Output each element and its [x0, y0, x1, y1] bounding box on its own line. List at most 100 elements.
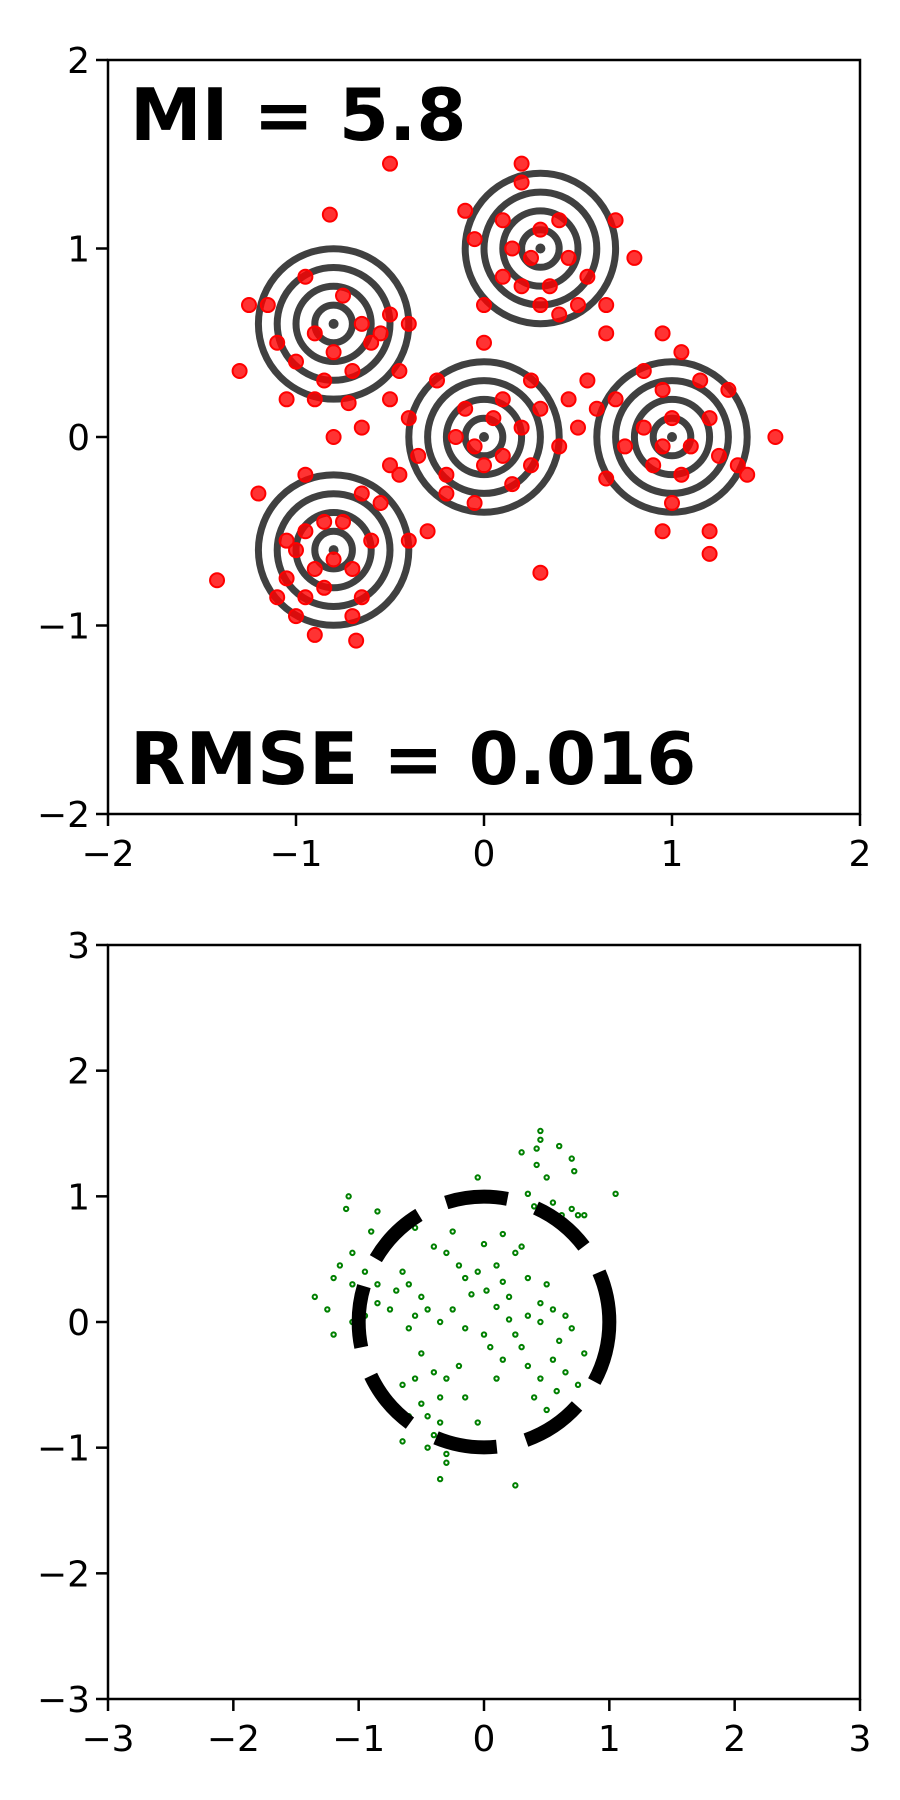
scatter-point	[729, 457, 746, 474]
scatter-point	[419, 523, 436, 540]
scatter-point	[391, 363, 408, 380]
rmse-annotation: RMSE = 0.016	[130, 717, 696, 801]
scatter-point	[505, 1316, 513, 1323]
scatter-point	[278, 391, 295, 408]
scatter-point	[382, 155, 398, 172]
scatter-point	[405, 1325, 412, 1332]
scatter-point	[424, 1306, 431, 1313]
scatter-point	[494, 268, 511, 285]
contour-center	[479, 432, 489, 442]
scatter-point	[581, 1350, 588, 1357]
scatter-point	[306, 560, 323, 577]
scatter-point	[480, 1240, 488, 1248]
scatter-point	[399, 1268, 406, 1275]
scatter-point	[410, 447, 427, 464]
contour-ring	[461, 414, 507, 460]
scatter-point	[476, 334, 492, 351]
scatter-point	[297, 466, 314, 483]
scatter-point	[562, 1369, 569, 1376]
density-contours	[254, 169, 751, 629]
x-tick-label: 2	[723, 1719, 746, 1760]
scatter-point	[504, 240, 521, 257]
scatter-point	[297, 589, 314, 606]
scatter-point	[523, 249, 539, 266]
scatter-point	[673, 344, 690, 361]
scatter-point	[466, 438, 483, 455]
scatter-point	[494, 447, 511, 464]
scatter-point	[487, 1343, 494, 1351]
scatter-point	[335, 287, 351, 304]
scatter-point	[607, 212, 624, 229]
scatter-point	[537, 1127, 544, 1135]
scatter-point	[549, 1306, 557, 1313]
scatter-point	[645, 457, 662, 474]
scatter-point	[405, 1281, 412, 1288]
red-sample-points	[209, 155, 784, 649]
scatter-point	[344, 363, 361, 380]
x-tick-label: −3	[81, 1719, 134, 1760]
scatter-point	[209, 572, 226, 589]
scatter-point	[556, 1142, 563, 1150]
scatter-point	[321, 206, 338, 223]
scatter-point	[512, 1249, 519, 1257]
y-tick-label: 0	[67, 418, 90, 459]
contour-ring	[593, 358, 751, 516]
scatter-point	[579, 372, 596, 389]
scatter-point	[579, 268, 596, 285]
scatter-point	[400, 410, 417, 427]
scatter-point	[551, 212, 568, 229]
scatter-point	[530, 1203, 538, 1210]
scatter-point	[664, 494, 680, 511]
x-tick-label: 1	[661, 834, 684, 875]
y-tick-label: 1	[67, 1177, 90, 1218]
scatter-point	[418, 1400, 425, 1407]
y-tick-label: −3	[37, 1680, 90, 1721]
scatter-point	[513, 174, 530, 191]
scatter-point	[524, 1312, 532, 1319]
top-y-ticks: −2 −1 0 1 2	[37, 41, 108, 836]
scatter-point	[250, 485, 267, 502]
scatter-point	[720, 381, 737, 398]
scatter-point	[269, 589, 286, 606]
scatter-point	[635, 419, 652, 436]
scatter-point	[348, 632, 365, 649]
scatter-point	[581, 1211, 588, 1219]
scatter-point	[462, 1274, 469, 1282]
scatter-point	[443, 1450, 450, 1458]
x-tick-label: 0	[473, 834, 496, 875]
scatter-point	[436, 1394, 444, 1401]
scatter-point	[466, 231, 483, 248]
scatter-point	[374, 1281, 381, 1288]
scatter-point	[494, 212, 511, 229]
scatter-point	[353, 419, 370, 436]
scatter-point	[588, 400, 605, 417]
scatter-point	[673, 466, 690, 483]
scatter-point	[570, 297, 586, 314]
bottom-y-ticks: −3 −2 −1 0 1 2 3	[37, 926, 108, 1721]
scatter-point	[443, 1249, 450, 1257]
scatter-point	[474, 1268, 481, 1275]
scatter-point	[297, 523, 314, 540]
scatter-point	[553, 1387, 560, 1395]
scatter-point	[568, 1155, 575, 1162]
scatter-point	[353, 315, 370, 332]
scatter-point	[306, 325, 323, 342]
scatter-point	[297, 268, 314, 285]
contour-ring	[292, 282, 375, 365]
scatter-point	[483, 1287, 490, 1294]
y-tick-label: −2	[37, 1554, 90, 1595]
scatter-point	[541, 278, 558, 295]
x-tick-label: −1	[269, 834, 322, 875]
scatter-point	[499, 1356, 506, 1363]
scatter-point	[739, 466, 756, 483]
bottom-scatter-panel: −3 −2 −1 0 1 2 3 −3 −2 −1 0 1 2 3	[37, 926, 872, 1760]
bottom-x-ticks: −3 −2 −1 0 1 2 3	[81, 1699, 871, 1760]
scatter-point	[617, 438, 633, 455]
scatter-point	[692, 372, 709, 389]
contour-ring	[273, 490, 394, 610]
scatter-point	[430, 1369, 438, 1376]
scatter-point	[549, 1199, 557, 1206]
top-scatter-panel: −2 −1 0 1 2 −2 −1 0 1 2 MI = 5.8 RMSE = 0.016	[37, 41, 872, 875]
scatter-point	[424, 1413, 431, 1420]
